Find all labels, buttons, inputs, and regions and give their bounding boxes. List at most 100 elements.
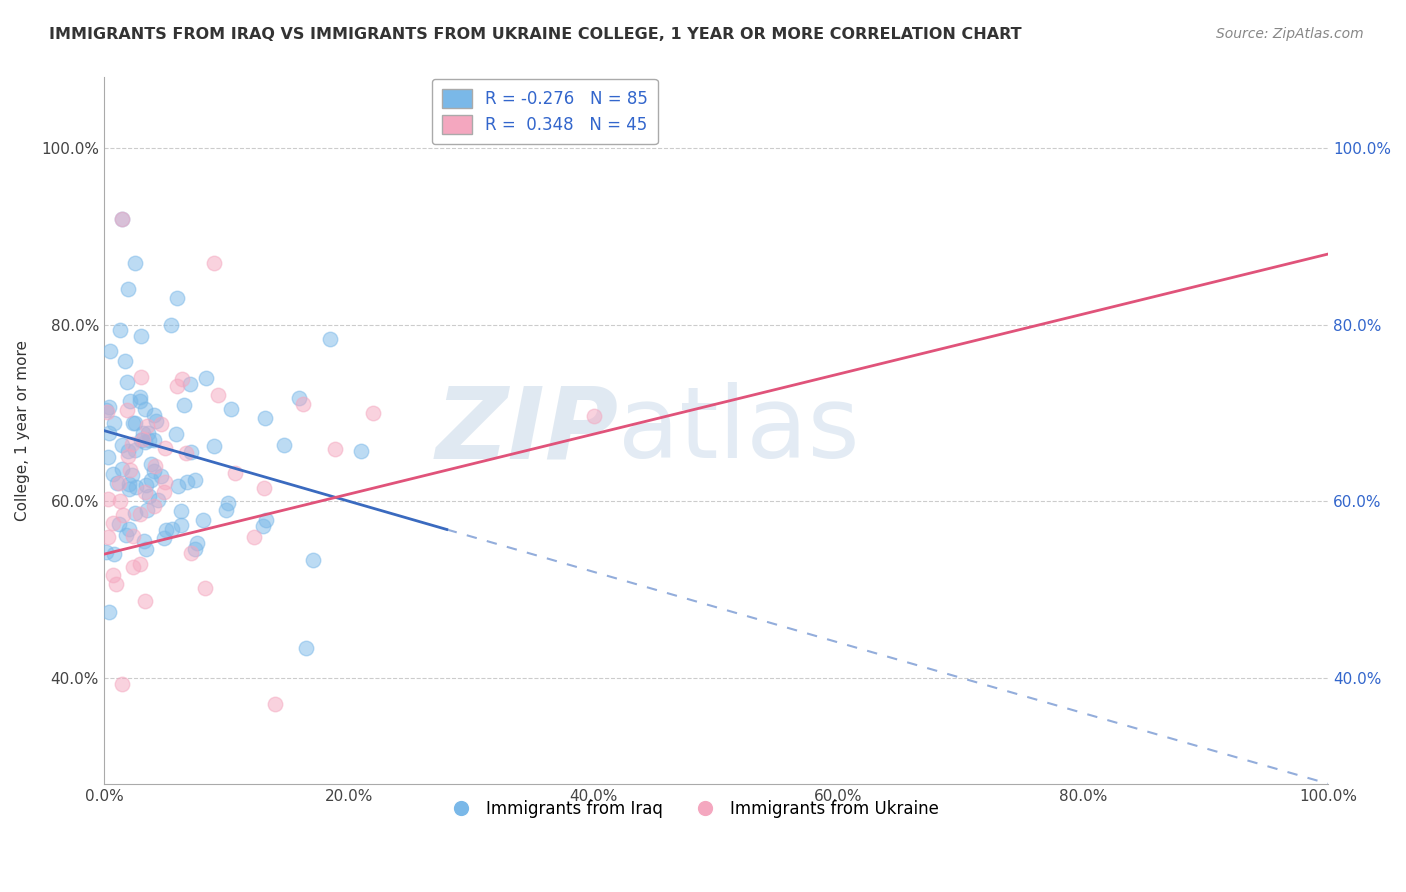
Point	[96, 544, 118, 558]
Point	[166, 291, 188, 305]
Point	[124, 256, 146, 270]
Point	[186, 536, 208, 550]
Point	[219, 402, 242, 417]
Point	[103, 567, 125, 582]
Point	[105, 577, 128, 591]
Point	[129, 390, 152, 404]
Point	[160, 318, 183, 332]
Point	[139, 458, 162, 472]
Point	[179, 376, 201, 391]
Point	[135, 542, 157, 557]
Point	[96, 402, 118, 417]
Point	[122, 559, 145, 574]
Point	[97, 450, 120, 465]
Point	[302, 553, 325, 567]
Legend: Immigrants from Iraq, Immigrants from Ukraine: Immigrants from Iraq, Immigrants from Uk…	[437, 794, 945, 825]
Point	[128, 507, 150, 521]
Point	[202, 439, 225, 453]
Point	[103, 516, 125, 531]
Point	[121, 437, 143, 451]
Point	[142, 408, 165, 422]
Point	[97, 425, 120, 440]
Point	[105, 475, 128, 490]
Point	[180, 546, 202, 560]
Point	[124, 443, 146, 458]
Point	[264, 698, 287, 712]
Point	[243, 530, 266, 544]
Point	[111, 676, 134, 690]
Point	[142, 499, 165, 513]
Point	[184, 474, 207, 488]
Point	[134, 401, 156, 416]
Point	[96, 405, 118, 419]
Point	[167, 479, 190, 493]
Point	[118, 482, 141, 496]
Point	[252, 519, 274, 533]
Point	[153, 484, 176, 499]
Point	[191, 512, 214, 526]
Point	[97, 530, 120, 544]
Point	[118, 522, 141, 536]
Point	[318, 332, 340, 346]
Point	[124, 416, 146, 430]
Point	[215, 503, 238, 517]
Point	[291, 397, 314, 411]
Point	[143, 433, 166, 447]
Point	[134, 435, 156, 450]
Point	[253, 481, 276, 495]
Point	[174, 446, 197, 460]
Point	[135, 477, 157, 491]
Point	[134, 593, 156, 607]
Point	[194, 581, 217, 595]
Point	[254, 513, 277, 527]
Point	[254, 410, 277, 425]
Point	[111, 462, 134, 476]
Point	[202, 256, 225, 270]
Point	[184, 542, 207, 557]
Point	[180, 445, 202, 459]
Point	[273, 438, 295, 452]
Point	[128, 393, 150, 408]
Point	[108, 323, 131, 337]
Point	[117, 443, 139, 458]
Point	[117, 282, 139, 296]
Point	[139, 473, 162, 487]
Point	[132, 425, 155, 440]
Point	[165, 427, 187, 442]
Point	[121, 468, 143, 483]
Point	[98, 400, 121, 414]
Point	[323, 442, 346, 456]
Point	[100, 344, 122, 359]
Point	[138, 489, 160, 503]
Point	[114, 527, 136, 541]
Point	[118, 463, 141, 477]
Point	[111, 211, 134, 226]
Point	[111, 508, 134, 523]
Point	[143, 459, 166, 474]
Point	[155, 442, 177, 456]
Point	[295, 641, 318, 656]
Point	[194, 370, 217, 384]
Point	[121, 529, 143, 543]
Point	[108, 516, 131, 531]
Point	[125, 480, 148, 494]
Point	[97, 491, 120, 506]
Point	[111, 211, 134, 226]
Point	[103, 467, 125, 481]
Point	[155, 523, 177, 537]
Point	[134, 484, 156, 499]
Point	[169, 504, 191, 518]
Point	[129, 329, 152, 343]
Point	[146, 493, 169, 508]
Point	[224, 466, 246, 480]
Point	[118, 477, 141, 491]
Point	[120, 393, 142, 408]
Text: atlas: atlas	[619, 382, 859, 479]
Point	[108, 494, 131, 508]
Point	[124, 507, 146, 521]
Point	[107, 476, 129, 491]
Point	[207, 388, 229, 402]
Point	[153, 532, 176, 546]
Point	[136, 503, 159, 517]
Point	[176, 475, 198, 489]
